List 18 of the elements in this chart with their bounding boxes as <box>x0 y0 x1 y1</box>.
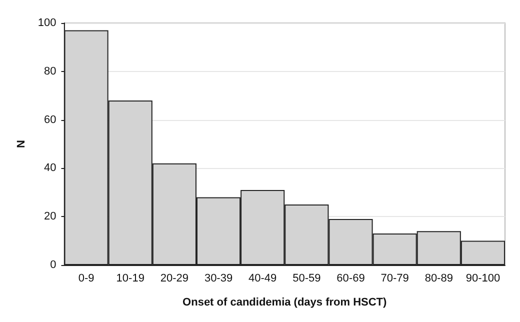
x-tick-label: 20-29 <box>160 272 189 284</box>
x-tick-label: 10-19 <box>116 272 144 284</box>
x-axis-title: Onset of candidemia (days from HSCT) <box>182 296 388 308</box>
x-tick-label: 50-59 <box>292 272 321 284</box>
x-tick-label: 40-49 <box>248 272 277 284</box>
y-tick-label: 0 <box>50 259 56 271</box>
y-tick-label: 60 <box>44 114 56 126</box>
y-axis-title: N <box>16 140 28 148</box>
x-tick-label: 0-9 <box>78 272 94 284</box>
x-tick-label: 80-89 <box>424 272 453 284</box>
y-tick-label: 100 <box>38 17 56 29</box>
x-tick-label: 30-39 <box>204 272 233 284</box>
y-tick-label: 40 <box>44 162 56 174</box>
y-tick-label: 80 <box>44 65 56 78</box>
y-tick-label: 20 <box>44 210 56 223</box>
x-tick-label: 70-79 <box>380 272 409 284</box>
x-tick-label: 60-69 <box>336 272 365 284</box>
x-tick-label: 90-100 <box>466 272 500 284</box>
